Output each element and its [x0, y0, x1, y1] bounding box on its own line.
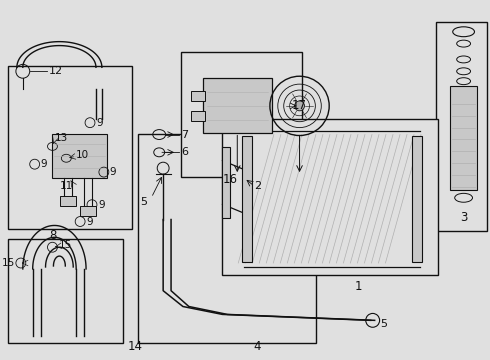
Bar — [242, 135, 252, 262]
Text: 2: 2 — [254, 181, 261, 191]
Text: 9: 9 — [86, 216, 93, 226]
Bar — [8, 239, 122, 343]
Text: 6: 6 — [181, 147, 188, 157]
Bar — [52, 134, 107, 178]
Text: 5: 5 — [140, 197, 147, 207]
Text: 3: 3 — [460, 211, 467, 224]
Text: 9: 9 — [98, 200, 104, 210]
Bar — [191, 111, 205, 121]
Text: 4: 4 — [253, 339, 261, 352]
Text: 17: 17 — [292, 99, 307, 112]
Text: 9: 9 — [41, 159, 47, 169]
Bar — [203, 78, 272, 132]
Text: 16: 16 — [222, 173, 238, 186]
Bar — [80, 206, 96, 216]
Bar — [436, 22, 488, 231]
Bar — [60, 196, 76, 206]
Circle shape — [294, 101, 304, 111]
Bar — [450, 86, 477, 190]
Text: 9: 9 — [96, 118, 102, 128]
Text: 8: 8 — [49, 229, 57, 242]
Text: 10: 10 — [76, 150, 89, 160]
Text: 9: 9 — [110, 167, 117, 177]
Bar — [412, 135, 422, 262]
Text: 13: 13 — [54, 134, 68, 144]
Bar — [222, 119, 438, 275]
Text: 15: 15 — [58, 240, 72, 250]
Text: 14: 14 — [128, 339, 143, 352]
Text: 1: 1 — [355, 280, 363, 293]
Text: 5: 5 — [381, 319, 388, 329]
Bar — [191, 91, 205, 101]
Text: 11: 11 — [59, 181, 73, 191]
Text: 12: 12 — [49, 66, 63, 76]
Bar — [8, 66, 131, 229]
Bar — [139, 134, 317, 343]
Text: 7: 7 — [181, 130, 188, 140]
Bar — [181, 51, 301, 177]
Text: 15: 15 — [1, 258, 15, 268]
Bar — [222, 147, 230, 218]
